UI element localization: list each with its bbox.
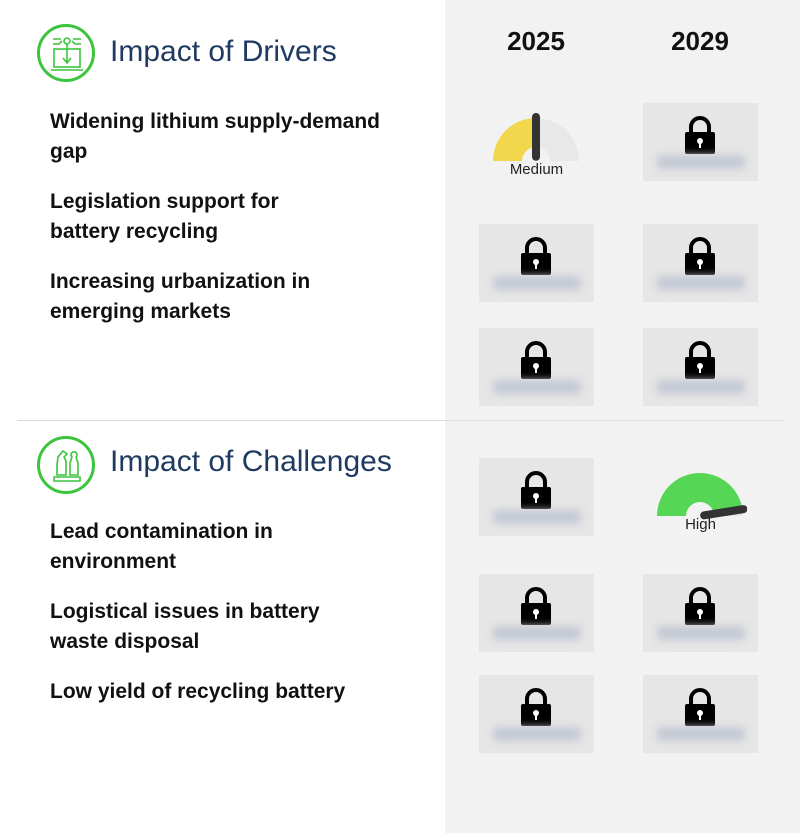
year-2029: 2029 xyxy=(671,26,729,56)
impact-gauge: High xyxy=(643,458,758,538)
chess-pieces-icon xyxy=(37,436,95,494)
locked-cell[interactable] xyxy=(479,574,594,652)
blurred-value xyxy=(657,380,745,394)
blurred-value xyxy=(493,276,581,290)
lock-icon xyxy=(521,688,551,726)
driver-item: Legislation support for battery recyclin… xyxy=(50,190,279,243)
lock-icon xyxy=(521,587,551,625)
locked-cell[interactable] xyxy=(643,328,758,406)
blurred-value xyxy=(493,727,581,741)
drivers-heading: Impact of Drivers xyxy=(110,35,337,68)
blurred-value xyxy=(493,380,581,394)
lock-icon xyxy=(685,116,715,154)
gauge-fill xyxy=(493,118,536,161)
lock-icon xyxy=(521,471,551,509)
blurred-value xyxy=(657,155,745,169)
section-divider xyxy=(17,420,785,421)
locked-cell[interactable] xyxy=(643,224,758,302)
locked-cell[interactable] xyxy=(479,458,594,536)
gauge-fill xyxy=(657,473,743,516)
lock-icon xyxy=(685,341,715,379)
locked-cell[interactable] xyxy=(479,675,594,753)
challenge-item: Logistical issues in battery waste dispo… xyxy=(50,600,320,653)
locked-cell[interactable] xyxy=(643,675,758,753)
lock-icon xyxy=(685,587,715,625)
driver-item: Widening lithium supply-demand gap xyxy=(50,110,380,163)
gauge-needle xyxy=(700,505,747,520)
year-2025: 2025 xyxy=(507,26,565,56)
blurred-value xyxy=(493,510,581,524)
challenges-heading: Impact of Challenges xyxy=(110,445,392,478)
lock-icon xyxy=(521,237,551,275)
impact-gauge: Medium xyxy=(479,103,594,183)
laptop-network-icon xyxy=(37,24,95,82)
locked-cell[interactable] xyxy=(479,328,594,406)
blurred-value xyxy=(657,727,745,741)
blurred-value xyxy=(657,626,745,640)
lock-icon xyxy=(685,237,715,275)
gauge-label: High xyxy=(685,516,716,533)
gauge-label: Medium xyxy=(509,161,564,178)
driver-item: Increasing urbanization in emerging mark… xyxy=(50,270,311,323)
locked-cell[interactable] xyxy=(643,103,758,181)
locked-cell[interactable] xyxy=(479,224,594,302)
locked-cell[interactable] xyxy=(643,574,758,652)
lock-icon xyxy=(521,341,551,379)
blurred-value xyxy=(493,626,581,640)
challenge-item: Lead contamination in environment xyxy=(50,520,273,573)
lock-icon xyxy=(685,688,715,726)
blurred-value xyxy=(657,276,745,290)
challenge-item: Low yield of recycling battery xyxy=(50,680,346,703)
